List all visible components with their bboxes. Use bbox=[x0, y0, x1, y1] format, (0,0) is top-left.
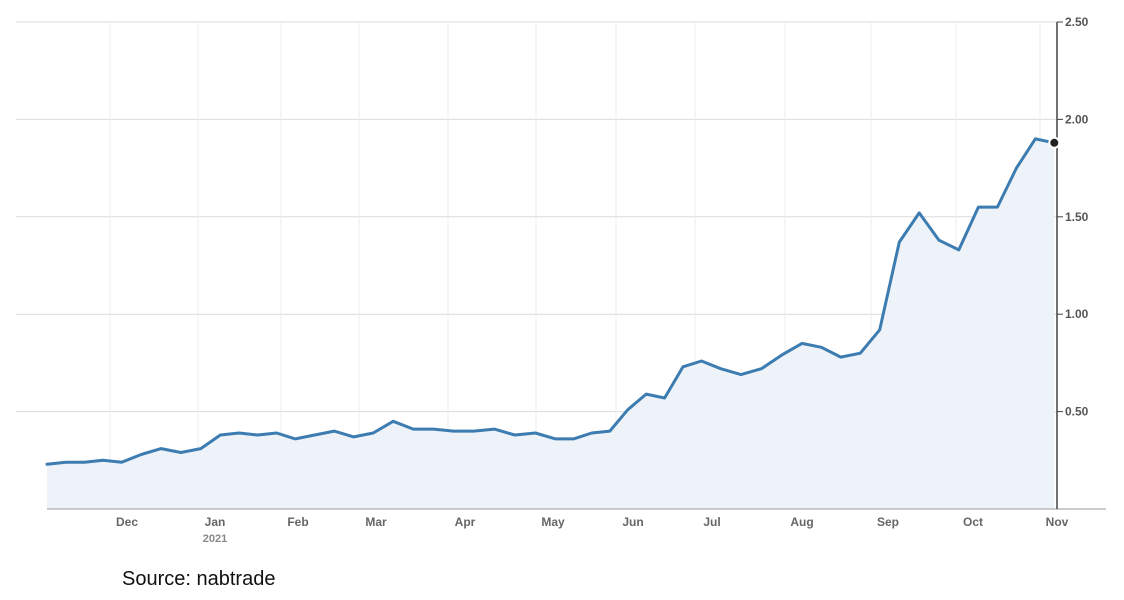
x-tick-label: Aug bbox=[790, 515, 813, 529]
price-chart: 2.50 2.00 1.50 1.00 0.50 Dec Jan 2021 Feb Mar Apr… bbox=[16, 15, 1106, 545]
x-tick-label: Jul bbox=[703, 515, 720, 529]
y-tick-label: 1.00 bbox=[1065, 307, 1089, 321]
x-tick-label: Nov bbox=[1046, 515, 1069, 529]
last-price-marker[interactable] bbox=[1048, 136, 1061, 149]
y-axis-tick-labels: 2.50 2.00 1.50 1.00 0.50 bbox=[1057, 15, 1089, 419]
y-tick-label: 0.50 bbox=[1065, 405, 1089, 419]
price-area-fill bbox=[47, 138, 1055, 509]
x-tick-label: Oct bbox=[963, 515, 983, 529]
x-tick-label: Jan bbox=[205, 515, 226, 529]
x-tick-label: Sep bbox=[877, 515, 899, 529]
source-caption: Source: nabtrade bbox=[122, 568, 276, 590]
price-line bbox=[45, 137, 1056, 466]
x-tick-label: Jun bbox=[622, 515, 643, 529]
x-tick-label: Mar bbox=[365, 515, 387, 529]
x-tick-label: Apr bbox=[455, 515, 476, 529]
x-axis-tick-labels: Dec Jan 2021 Feb Mar Apr May Jun Jul Aug Sep Oct Nov bbox=[116, 515, 1069, 545]
y-tick-label: 2.00 bbox=[1065, 112, 1089, 126]
y-tick-label: 2.50 bbox=[1065, 15, 1089, 29]
x-tick-sublabel: 2021 bbox=[203, 533, 227, 545]
axes bbox=[47, 22, 1106, 510]
x-tick-label: Feb bbox=[287, 515, 308, 529]
y-tick-label: 1.50 bbox=[1065, 210, 1089, 224]
x-tick-label: Dec bbox=[116, 515, 138, 529]
x-tick-label: May bbox=[541, 515, 565, 529]
